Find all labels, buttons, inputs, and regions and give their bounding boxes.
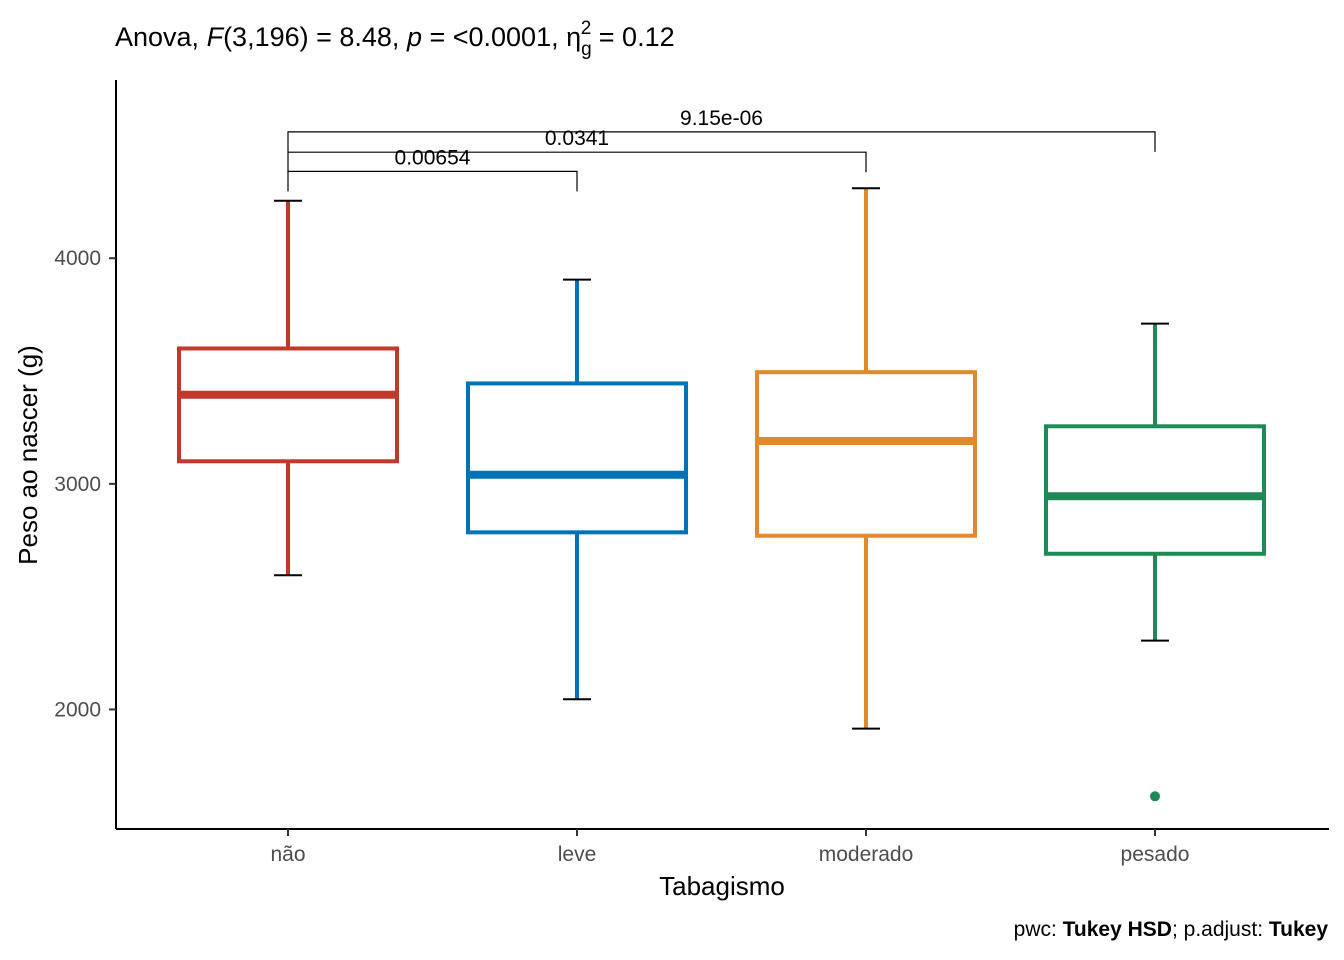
outlier-point bbox=[1150, 791, 1160, 802]
title-p-value: = <0.0001, bbox=[422, 22, 566, 52]
caption-pwc-method: Tukey HSD bbox=[1063, 918, 1172, 941]
y-tick-label: 3000 bbox=[54, 473, 101, 496]
box-3 bbox=[1044, 322, 1266, 802]
iqr-box bbox=[1044, 424, 1266, 556]
title-f-df: (3,196) = 8.48, bbox=[223, 22, 407, 52]
iqr-box bbox=[177, 346, 399, 464]
y-axis-ticks: 2000 3000 4000 bbox=[54, 247, 116, 721]
title-p-symbol: p bbox=[406, 22, 422, 52]
title-eta-value: = 0.12 bbox=[591, 22, 674, 52]
caption-pwc-label: pwc: bbox=[1014, 918, 1063, 941]
title-f-symbol: F bbox=[207, 22, 225, 52]
x-tick-label: leve bbox=[558, 843, 597, 866]
bracket-leve: 0.00654 bbox=[287, 146, 578, 192]
y-tick-label: 4000 bbox=[54, 247, 101, 270]
box-1 bbox=[466, 278, 688, 701]
bracket-p-label: 0.0341 bbox=[545, 127, 609, 150]
x-tick-label: pesado bbox=[1121, 843, 1190, 866]
caption-adjust-method: Tukey bbox=[1269, 918, 1328, 941]
iqr-box bbox=[466, 381, 688, 535]
x-tick-label: não bbox=[270, 843, 305, 866]
bracket-moderado: 0.0341 bbox=[287, 127, 867, 173]
x-axis-ticks: não leve moderado pesado bbox=[270, 829, 1189, 866]
caption: pwc: Tukey HSD; p.adjust: Tukey bbox=[1014, 918, 1329, 941]
box-0 bbox=[177, 199, 399, 577]
title-eta-symbol: η bbox=[566, 22, 581, 52]
iqr-box bbox=[755, 370, 977, 538]
bracket-line bbox=[287, 131, 1156, 152]
bracket-p-label: 9.15e-06 bbox=[680, 107, 763, 130]
y-tick-label: 2000 bbox=[54, 698, 101, 721]
comparison-brackets: 0.00654 0.0341 9.15e-06 bbox=[287, 107, 1156, 192]
chart-title: Anova, F(3,196) = 8.48, p = <0.0001, ηg2… bbox=[115, 18, 675, 60]
caption-sep: ; p.adjust: bbox=[1172, 918, 1269, 941]
boxes-layer bbox=[177, 187, 1266, 802]
title-eta-sub: g bbox=[581, 39, 592, 60]
x-axis-title: Tabagismo bbox=[659, 871, 785, 901]
title-eta-sup: 2 bbox=[581, 18, 592, 39]
y-axis-title: Peso ao nascer (g) bbox=[13, 345, 43, 565]
x-tick-label: moderado bbox=[819, 843, 914, 866]
title-prefix: Anova, bbox=[115, 22, 207, 52]
box-2 bbox=[755, 187, 977, 730]
bracket-line bbox=[287, 151, 867, 173]
bracket-pesado: 9.15e-06 bbox=[287, 107, 1156, 152]
bracket-line bbox=[287, 170, 578, 192]
bracket-p-label: 0.00654 bbox=[395, 146, 471, 169]
